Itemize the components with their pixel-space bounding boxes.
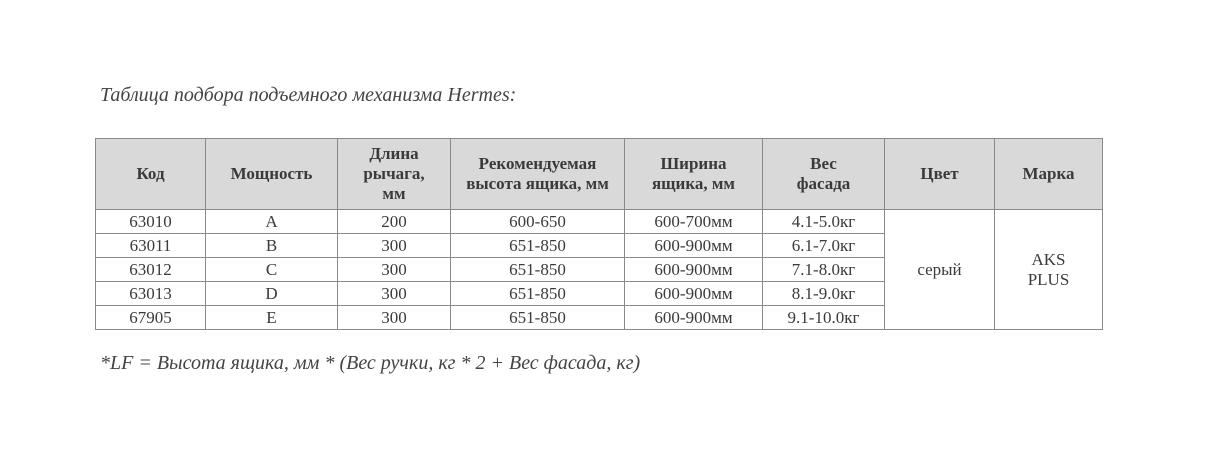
header-brand: Марка xyxy=(994,138,1103,210)
cell-lever-length: 200 xyxy=(337,209,451,234)
header-row: Код Мощность Длина рычага, мм Рекомендуе… xyxy=(95,138,1103,210)
table-row: 63012 C 300 651-850 600-900мм 7.1-8.0кг xyxy=(95,257,1103,282)
cell-power: A xyxy=(205,209,338,234)
cell-recommended-height: 651-850 xyxy=(450,305,625,330)
cell-recommended-height: 600-650 xyxy=(450,209,625,234)
cell-code: 67905 xyxy=(95,305,206,330)
cell-brand: AKS PLUS xyxy=(994,209,1103,330)
cell-power: B xyxy=(205,233,338,258)
cell-power: E xyxy=(205,305,338,330)
cell-facade-weight: 8.1-9.0кг xyxy=(762,281,885,306)
footnote: *LF = Высота ящика, мм * (Вес ручки, кг … xyxy=(100,352,641,374)
header-code: Код xyxy=(95,138,206,210)
cell-drawer-width: 600-900мм xyxy=(624,233,763,258)
cell-recommended-height: 651-850 xyxy=(450,233,625,258)
table-row: 63011 B 300 651-850 600-900мм 6.1-7.0кг xyxy=(95,233,1103,258)
table-row: 67905 E 300 651-850 600-900мм 9.1-10.0кг xyxy=(95,305,1103,330)
cell-code: 63013 xyxy=(95,281,206,306)
cell-code: 63012 xyxy=(95,257,206,282)
cell-drawer-width: 600-900мм xyxy=(624,281,763,306)
header-recommended-height: Рекомендуемая высота ящика, мм xyxy=(450,138,625,210)
cell-lever-length: 300 xyxy=(337,281,451,306)
table-row: 63013 D 300 651-850 600-900мм 8.1-9.0кг xyxy=(95,281,1103,306)
cell-power: C xyxy=(205,257,338,282)
selection-table: Код Мощность Длина рычага, мм Рекомендуе… xyxy=(95,138,1103,330)
header-color: Цвет xyxy=(884,138,995,210)
cell-drawer-width: 600-900мм xyxy=(624,257,763,282)
header-facade-weight: Вес фасада xyxy=(762,138,885,210)
header-drawer-width: Ширина ящика, мм xyxy=(624,138,763,210)
cell-lever-length: 300 xyxy=(337,233,451,258)
cell-color: серый xyxy=(884,209,995,330)
cell-drawer-width: 600-700мм xyxy=(624,209,763,234)
cell-code: 63010 xyxy=(95,209,206,234)
header-power: Мощность xyxy=(205,138,338,210)
cell-facade-weight: 4.1-5.0кг xyxy=(762,209,885,234)
cell-lever-length: 300 xyxy=(337,257,451,282)
cell-recommended-height: 651-850 xyxy=(450,257,625,282)
table-title: Таблица подбора подъемного механизма Her… xyxy=(100,84,517,106)
cell-power: D xyxy=(205,281,338,306)
cell-facade-weight: 7.1-8.0кг xyxy=(762,257,885,282)
cell-facade-weight: 9.1-10.0кг xyxy=(762,305,885,330)
cell-facade-weight: 6.1-7.0кг xyxy=(762,233,885,258)
cell-drawer-width: 600-900мм xyxy=(624,305,763,330)
header-lever-length: Длина рычага, мм xyxy=(337,138,451,210)
table-row: 63010 A 200 600-650 600-700мм 4.1-5.0кг серый A… xyxy=(95,209,1103,330)
cell-lever-length: 300 xyxy=(337,305,451,330)
cell-recommended-height: 651-850 xyxy=(450,281,625,306)
cell-code: 63011 xyxy=(95,233,206,258)
